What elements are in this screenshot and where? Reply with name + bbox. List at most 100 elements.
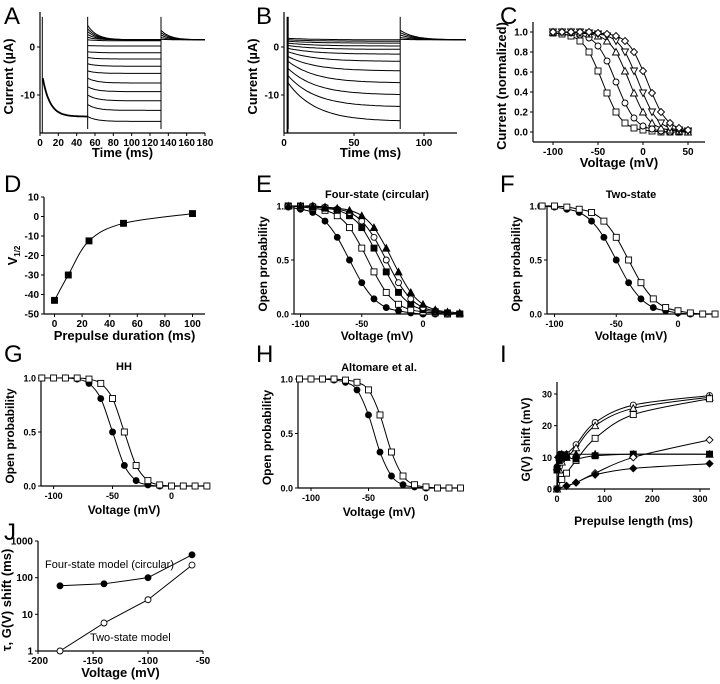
- x-axis-label: Voltage (mV): [81, 665, 160, 680]
- y-axis-label-main: V: [5, 256, 20, 265]
- series-0: [56, 551, 196, 590]
- x-tick-label: 0: [420, 319, 425, 329]
- x-tick-label: -50: [362, 493, 375, 503]
- series-0: [51, 210, 196, 304]
- series-label: Four-state model (circular): [45, 559, 174, 571]
- y-axis-label: τ, G(V) shift (ms): [0, 549, 14, 652]
- open-diamond-marker: [620, 36, 630, 46]
- chart-title: Altomare et al.: [341, 362, 417, 374]
- y-tick-label: 0.0: [23, 482, 36, 492]
- chart-title: HH: [116, 361, 132, 373]
- open-circle-marker: [594, 42, 602, 50]
- open-diamond-marker: [557, 27, 567, 37]
- open-inverted-triangle-marker: [638, 89, 648, 98]
- y-axis-label: V1/2: [5, 245, 22, 265]
- y-axis-label: Current (µA): [245, 38, 260, 114]
- open-square-marker: [156, 481, 164, 489]
- open-square-marker: [179, 482, 187, 490]
- x-axis-label: Voltage (mV): [580, 155, 659, 170]
- series-0: [296, 375, 464, 492]
- test-trace: [87, 57, 161, 60]
- y-tick-label: 10: [28, 193, 40, 204]
- panel-label: A: [4, 3, 20, 30]
- open-triangle-marker: [611, 47, 621, 56]
- filled-diamond-marker: [590, 470, 600, 479]
- x-tick-label: -100: [45, 491, 63, 501]
- open-square-marker: [307, 375, 315, 383]
- open-square-marker: [73, 374, 81, 382]
- open-circle-marker: [621, 99, 629, 107]
- open-square-marker: [353, 378, 361, 386]
- panel-label: D: [4, 171, 21, 198]
- y-axis-label: Current (µA): [1, 38, 16, 114]
- open-square-marker: [97, 379, 105, 387]
- open-triangle-marker: [602, 36, 612, 45]
- panel-label: C: [500, 3, 517, 30]
- open-square-marker: [399, 472, 407, 480]
- y-tick-label: 0.8: [514, 48, 528, 59]
- panel-i: I 0 100 200 300 0 10 20 30 Prepulse length (ms) G(…: [500, 341, 714, 528]
- y-tick-label: -10: [25, 232, 40, 243]
- test-trace: [288, 40, 401, 44]
- filled-diamond-marker: [552, 484, 562, 494]
- filled-triangle-marker: [418, 299, 428, 308]
- x-tick-label: -50: [610, 319, 623, 329]
- series-line: [552, 31, 688, 133]
- x-tick-label: -100: [543, 147, 563, 158]
- open-circle-marker: [56, 647, 64, 655]
- y-tick-label: 0.0: [276, 310, 289, 320]
- open-triangle-marker: [590, 421, 600, 430]
- test-trace: [288, 45, 401, 50]
- filled-circle-marker: [346, 256, 353, 264]
- filled-diamond-marker: [629, 464, 638, 473]
- series-1: [296, 375, 464, 492]
- x-tick-label: 100: [123, 138, 140, 149]
- series-line: [552, 31, 689, 131]
- filled-square-marker: [85, 237, 93, 245]
- open-square-marker: [563, 203, 571, 211]
- x-tick-label: 20: [77, 319, 89, 330]
- panel-label: F: [500, 171, 515, 198]
- y-axis-label: Open probability: [256, 216, 270, 312]
- open-diamond-marker: [656, 107, 666, 117]
- test-trace: [87, 116, 161, 122]
- open-square-marker: [576, 37, 584, 45]
- open-circle-marker: [639, 122, 647, 130]
- x-tick-label: 80: [108, 138, 120, 149]
- open-diamond-marker: [647, 88, 657, 98]
- series-line: [552, 31, 689, 133]
- open-square-marker: [422, 483, 430, 491]
- y-tick-label: 0: [547, 485, 552, 495]
- y-tick-label: 100: [16, 573, 33, 584]
- filled-triangle-marker: [308, 201, 318, 210]
- open-square-marker: [612, 108, 620, 116]
- open-square-marker: [132, 462, 140, 469]
- filled-triangle-marker: [345, 205, 354, 214]
- y-tick-label: -10: [21, 91, 36, 102]
- open-square-marker: [563, 469, 570, 477]
- series-5: [553, 450, 570, 471]
- y-tick-label: 0.5: [276, 256, 289, 266]
- series-line: [299, 378, 461, 489]
- test-trace: [287, 61, 401, 84]
- open-square-marker: [445, 484, 453, 492]
- x-tick-label: 0: [37, 138, 43, 149]
- filled-triangle-marker: [369, 223, 379, 232]
- open-diamond-marker: [683, 125, 693, 135]
- open-inverted-triangle-marker: [620, 48, 630, 57]
- filled-circle-marker: [97, 395, 105, 402]
- filled-circle-marker: [358, 279, 366, 287]
- filled-circle-marker: [625, 279, 633, 287]
- tail-trace: [400, 38, 466, 41]
- open-diamond-marker: [611, 31, 621, 41]
- test-trace: [287, 82, 401, 122]
- open-square-marker: [621, 119, 629, 127]
- open-square-marker: [674, 307, 682, 315]
- x-axis-label: Time (ms): [92, 145, 153, 160]
- filled-square-marker: [370, 244, 378, 252]
- test-trace: [287, 56, 401, 72]
- y-tick-label: 0.5: [280, 429, 293, 439]
- open-square-marker: [594, 67, 602, 75]
- x-tick-label: -200: [28, 656, 48, 667]
- open-square-marker: [358, 244, 366, 252]
